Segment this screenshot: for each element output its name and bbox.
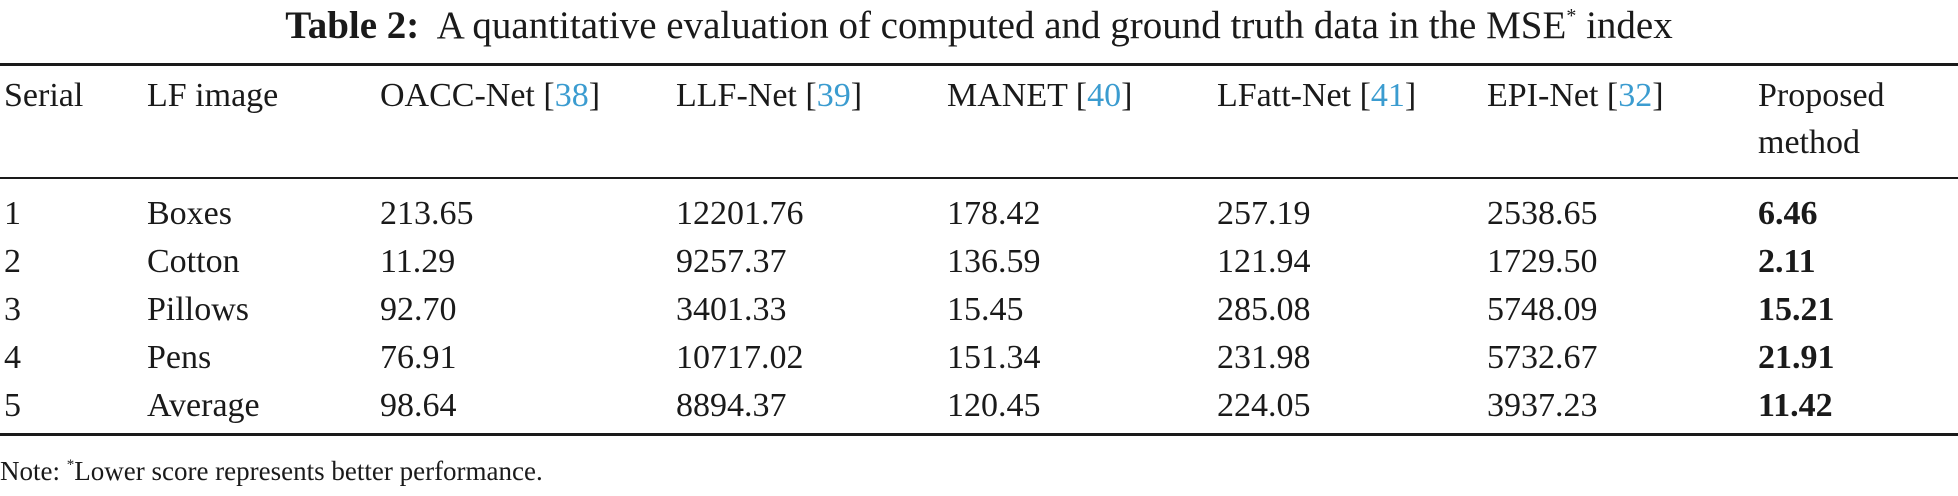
cell-serial: 3 [4,291,21,328]
header-llf-net-label: LLF-Net [ [676,77,817,114]
header-epi-net: EPI-Net [32] [1487,72,1664,120]
cell-lfatt-net: 224.05 [1217,387,1311,424]
cell-epi-net: 3937.23 [1487,387,1598,424]
cell-manet: 136.59 [947,243,1041,280]
cell-llf-net: 9257.37 [676,243,787,280]
table-header-rule [0,177,1958,179]
citation-link[interactable]: 40 [1087,77,1122,114]
caption-label: Table 2: [285,4,420,47]
header-epi-net-label: EPI-Net [ [1487,77,1619,114]
table-caption: Table 2: A quantitative evaluation of co… [0,4,1958,48]
cell-serial: 2 [4,243,21,280]
cell-lf-image: Average [147,387,260,424]
cell-epi-net: 2538.65 [1487,195,1598,232]
header-manet: MANET [40] [947,72,1132,120]
header-bracket: ] [1404,77,1417,114]
header-serial: Serial [4,77,84,114]
cell-llf-net: 3401.33 [676,291,787,328]
header-lfatt-net-label: LFatt-Net [ [1217,77,1371,114]
note-superscript: * [66,457,75,473]
cell-proposed-method: 21.91 [1758,339,1835,376]
header-lfatt-net: LFatt-Net [41] [1217,72,1416,120]
cell-epi-net: 1729.50 [1487,243,1598,280]
header-bracket: ] [850,77,863,114]
cell-proposed-method: 11.42 [1758,387,1833,424]
header-bracket: ] [1652,77,1664,114]
cell-lfatt-net: 231.98 [1217,339,1311,376]
caption-suffix: index [1586,4,1673,47]
cell-oacc-net: 76.91 [380,339,457,376]
table-bottom-rule [0,433,1958,436]
cell-manet: 151.34 [947,339,1041,376]
cell-lfatt-net: 285.08 [1217,291,1311,328]
cell-serial: 4 [4,339,21,376]
cell-proposed-method: 2.11 [1758,243,1816,280]
cell-lf-image: Pillows [147,291,250,328]
header-proposed-method-line1: Proposed [1758,77,1885,114]
cell-proposed-method: 15.21 [1758,291,1835,328]
cell-oacc-net: 92.70 [380,291,457,328]
note-text: Lower score represents better performanc… [74,456,543,486]
header-manet-label: MANET [ [947,77,1088,114]
cell-oacc-net: 213.65 [380,195,474,232]
cell-llf-net: 10717.02 [676,339,804,376]
citation-link[interactable]: 38 [554,77,589,114]
cell-lf-image: Pens [147,339,212,376]
cell-lfatt-net: 121.94 [1217,243,1311,280]
cell-llf-net: 8894.37 [676,387,787,424]
cell-lf-image: Cotton [147,243,240,280]
header-bracket: ] [1121,77,1133,114]
cell-epi-net: 5748.09 [1487,291,1598,328]
citation-link[interactable]: 39 [816,77,851,114]
cell-lf-image: Boxes [147,195,232,232]
caption-superscript: * [1566,5,1577,27]
cell-lfatt-net: 257.19 [1217,195,1311,232]
cell-llf-net: 12201.76 [676,195,804,232]
header-oacc-net-label: OACC-Net [ [380,77,555,114]
cell-manet: 15.45 [947,291,1024,328]
header-lf-image: LF image [147,77,279,114]
cell-serial: 1 [4,195,21,232]
cell-oacc-net: 98.64 [380,387,457,424]
header-proposed-method-line2: method [1758,124,1860,161]
cell-serial: 5 [4,387,21,424]
caption-text: A quantitative evaluation of computed an… [436,4,1567,47]
cell-manet: 120.45 [947,387,1041,424]
citation-link[interactable]: 32 [1618,77,1653,114]
header-oacc-net: OACC-Net [38] [380,72,600,120]
citation-link[interactable]: 41 [1370,77,1405,114]
table-top-rule [0,63,1958,66]
cell-proposed-method: 6.46 [1758,195,1818,232]
cell-oacc-net: 11.29 [380,243,456,280]
header-llf-net: LLF-Net [39] [676,72,862,120]
cell-manet: 178.42 [947,195,1041,232]
cell-epi-net: 5732.67 [1487,339,1598,376]
header-bracket: ] [588,77,601,114]
table-note: Note: *Lower score represents better per… [0,454,543,488]
note-prefix: Note: [0,456,67,486]
